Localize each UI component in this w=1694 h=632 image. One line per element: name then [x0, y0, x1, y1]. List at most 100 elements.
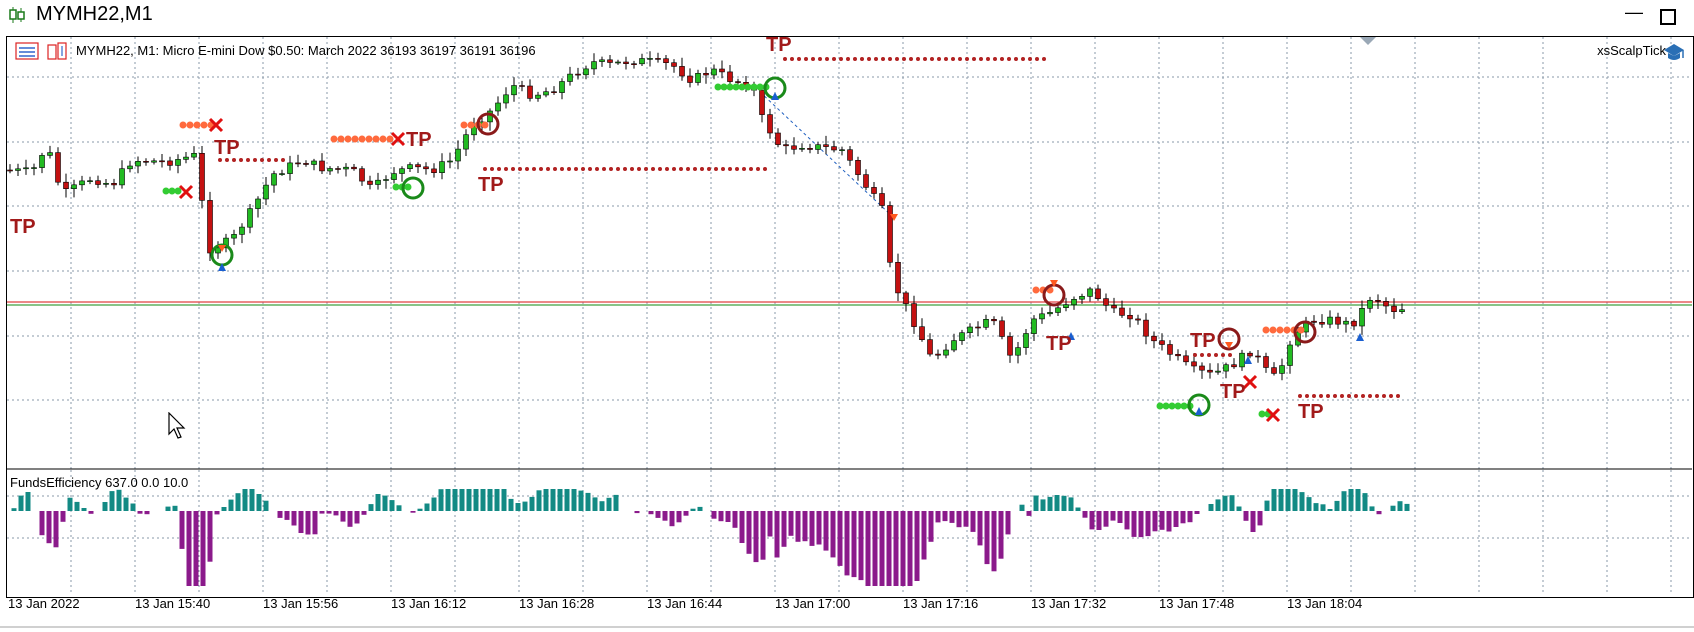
bear-candle	[671, 62, 677, 67]
histogram-bar-positive	[228, 499, 234, 511]
minimize-button[interactable]: —	[1625, 2, 1643, 22]
tp-dotted-line	[728, 167, 732, 171]
tp-label: TP	[766, 34, 792, 56]
tp-dotted-line	[1382, 394, 1386, 398]
tp-dotted-line	[588, 167, 592, 171]
entry-dotted-line	[1156, 402, 1164, 410]
tp-dotted-line	[1214, 353, 1218, 357]
bull-candle	[327, 168, 333, 172]
bear-candle	[1119, 307, 1125, 316]
tp-dotted-line	[867, 57, 871, 61]
histogram-bar-negative	[1138, 511, 1144, 538]
histogram-bar-positive	[1278, 489, 1284, 511]
histogram-bar-negative	[851, 511, 857, 578]
entry-dotted-line	[168, 187, 176, 195]
time-axis-label: 13 Jan 16:12	[391, 596, 467, 611]
histogram-bar-negative	[1131, 511, 1137, 537]
chart-shift-marker[interactable]	[1360, 37, 1376, 45]
tp-label: TP	[1298, 401, 1324, 423]
histogram-bar-positive	[1047, 496, 1053, 511]
bear-candle	[55, 152, 61, 183]
histogram-bar-positive	[11, 508, 17, 511]
entry-dotted-line	[460, 121, 468, 129]
indicator-list-icon[interactable]	[47, 42, 67, 60]
tp-dotted-line	[832, 57, 836, 61]
tp-dotted-line	[274, 158, 278, 162]
chart-properties-icon[interactable]	[15, 42, 39, 60]
bull-candle	[567, 73, 573, 82]
histogram-bar-negative	[1124, 511, 1130, 530]
histogram-bar-positive	[1292, 489, 1298, 511]
histogram-bar-negative	[214, 511, 220, 515]
tp-dotted-line	[916, 57, 920, 61]
tp-dotted-line	[1340, 394, 1344, 398]
tp-dotted-line	[797, 57, 801, 61]
tp-dotted-line	[1228, 353, 1232, 357]
symbol-info: MYMH22, M1: Micro E-mini Dow $0.50: Marc…	[76, 43, 536, 58]
bear-candle	[1151, 335, 1157, 342]
tp-dotted-line	[742, 167, 746, 171]
graduation-cap-icon[interactable]	[1664, 44, 1684, 60]
histogram-bar-positive	[368, 504, 374, 511]
price-lines	[7, 91, 1692, 306]
histogram-bar-negative	[963, 511, 969, 527]
bear-candle	[655, 58, 661, 60]
time-axis-label: 13 Jan 17:16	[903, 596, 979, 611]
histogram-bar-negative	[683, 511, 689, 516]
tp-dotted-line	[930, 57, 934, 61]
trend-line	[759, 91, 894, 218]
bear-candle	[1111, 305, 1117, 309]
tp-dotted-line	[497, 167, 501, 171]
chart-window[interactable]	[6, 36, 1694, 598]
histogram-bar-negative	[1096, 511, 1102, 530]
histogram-bar-negative	[1173, 511, 1179, 527]
bear-candle	[1191, 361, 1197, 367]
bear-candle	[351, 166, 357, 170]
time-axis-label: 13 Jan 16:44	[647, 596, 723, 611]
tp-dotted-line	[693, 167, 697, 171]
histogram-bar-positive	[1222, 495, 1228, 511]
histogram-bar-negative	[410, 511, 416, 513]
exit-x-marker	[1242, 374, 1258, 390]
bull-candle	[23, 167, 29, 170]
bull-candle	[1239, 352, 1245, 368]
bear-candle	[1263, 356, 1269, 368]
bull-candle	[135, 161, 141, 167]
histogram-bar-negative	[802, 511, 808, 542]
histogram-bar-negative	[977, 511, 983, 546]
bull-candle	[983, 318, 989, 328]
entry-dotted-line	[738, 83, 746, 91]
tp-dotted-line	[1207, 353, 1211, 357]
tp-dotted-line	[1333, 394, 1337, 398]
bull-candle	[639, 58, 645, 65]
histogram-bar-positive	[1040, 499, 1046, 511]
tp-dotted-line	[895, 57, 899, 61]
bear-candle	[1231, 364, 1237, 368]
bull-candle	[399, 168, 405, 174]
bull-candle	[263, 184, 269, 200]
tp-label: TP	[1190, 330, 1216, 352]
bull-candle	[383, 179, 389, 181]
bull-candle	[615, 61, 621, 64]
bear-candle	[1271, 367, 1277, 374]
bear-candle	[903, 292, 909, 304]
entry-dotted-line	[365, 135, 373, 143]
histogram-bar-positive	[592, 497, 598, 511]
bull-candle	[47, 152, 53, 156]
bear-candle	[431, 168, 437, 173]
tp-dotted-line	[623, 167, 627, 171]
maximize-button[interactable]	[1656, 2, 1680, 26]
histogram-bar-positive	[1348, 489, 1354, 511]
tp-label: TP	[1046, 333, 1072, 355]
entry-dotted-line	[1276, 326, 1284, 334]
histogram-bar-positive	[417, 508, 423, 511]
exit-x-marker	[1265, 407, 1281, 423]
histogram-bar-positive	[130, 503, 136, 511]
bull-candle	[495, 102, 501, 112]
bear-candle	[1383, 300, 1389, 307]
bear-candle	[527, 85, 533, 99]
entry-dotted-line	[200, 121, 208, 129]
bull-candle	[1055, 307, 1061, 313]
tp-label: TP	[1220, 381, 1246, 403]
tp-dotted-line	[281, 158, 285, 162]
